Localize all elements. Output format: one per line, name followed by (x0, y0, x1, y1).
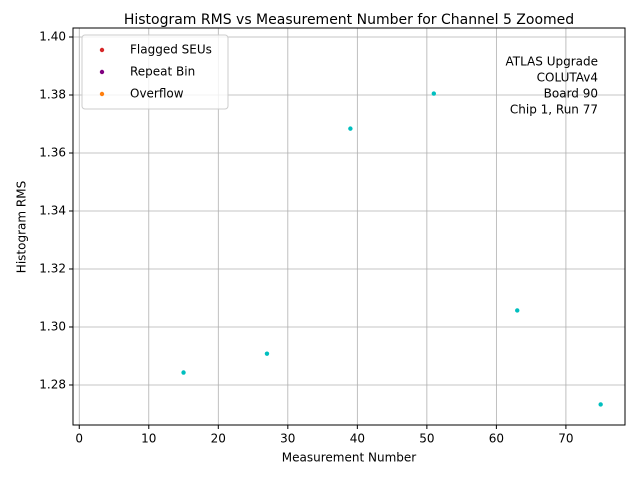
x-tick-label: 30 (280, 432, 295, 446)
x-tick-label: 50 (419, 432, 434, 446)
y-tick-label: 1.34 (39, 203, 66, 217)
y-tick-label: 1.30 (39, 319, 66, 333)
x-tick-label: 60 (489, 432, 504, 446)
legend-marker (99, 47, 105, 53)
point (515, 308, 520, 313)
annotation: Chip 1, Run 77 (510, 103, 598, 117)
legend-marker (99, 69, 105, 75)
x-tick-label: 10 (141, 432, 156, 446)
x-tick-label: 70 (558, 432, 573, 446)
point (598, 402, 603, 407)
x-tick-label: 20 (211, 432, 226, 446)
point (181, 370, 186, 375)
legend-label: Flagged SEUs (130, 43, 212, 57)
legend-label: Overflow (130, 87, 184, 101)
x-axis-label: Measurement Number (282, 451, 416, 465)
annotation: Board 90 (544, 87, 598, 101)
y-tick-label: 1.40 (39, 29, 66, 43)
point (431, 91, 437, 96)
y-tick-label: 1.32 (39, 261, 66, 275)
chart-title: Histogram RMS vs Measurement Number for … (124, 12, 574, 28)
legend-label: Repeat Bin (130, 65, 195, 79)
y-axis-label: Histogram RMS (15, 181, 29, 273)
y-tick-label: 1.28 (39, 377, 66, 391)
point (348, 126, 353, 131)
annotation: COLUTAv4 (537, 71, 598, 85)
plot-frame (72, 27, 626, 426)
y-tick-label: 1.38 (39, 87, 66, 101)
y-tick-label: 1.36 (39, 145, 66, 159)
legend-marker (99, 91, 105, 97)
point (264, 351, 270, 356)
x-tick-label: 0 (75, 432, 83, 446)
legend-box (81, 34, 229, 110)
annotation: ATLAS Upgrade (505, 55, 598, 69)
x-tick-label: 40 (350, 432, 365, 446)
